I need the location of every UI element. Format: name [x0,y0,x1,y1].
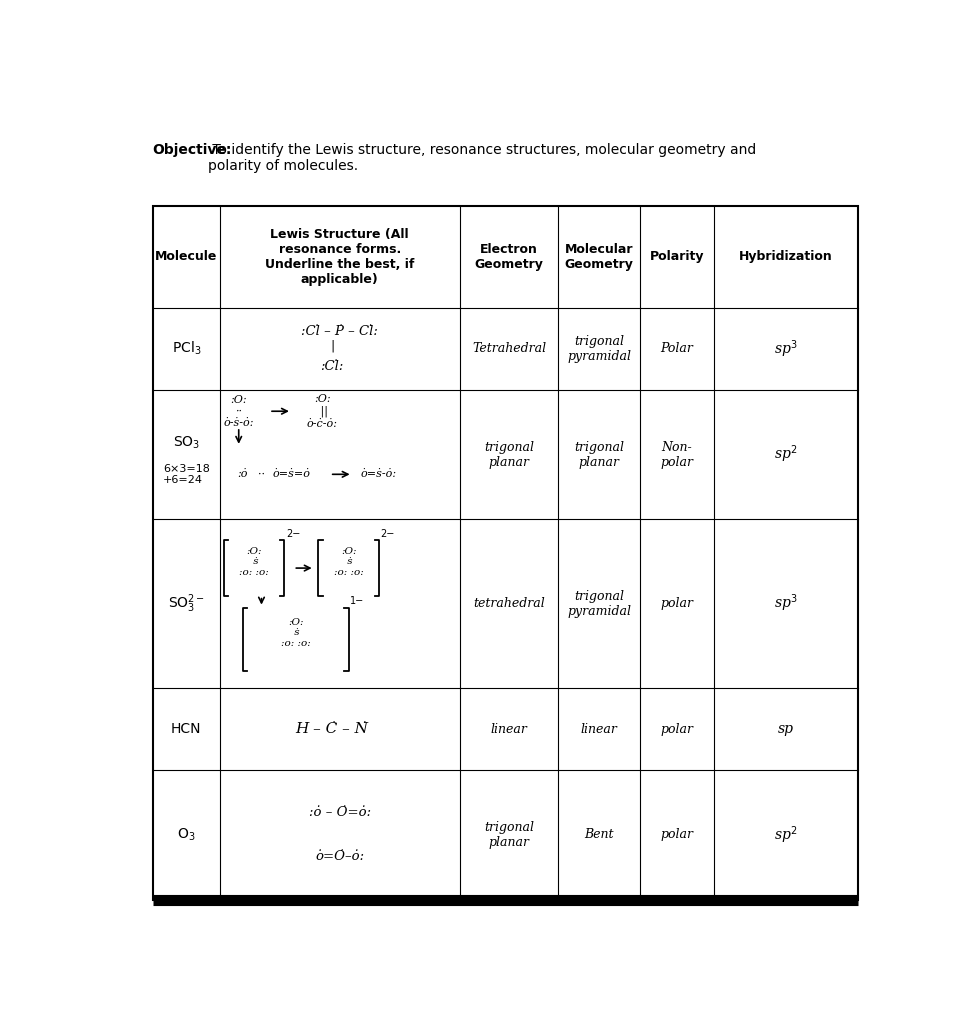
Text: To identify the Lewis structure, resonance structures, molecular geometry and
po: To identify the Lewis structure, resonan… [208,142,756,173]
Text: Polarity: Polarity [648,250,703,263]
Text: H – Ċ – Ṅ: H – Ċ – Ṅ [295,722,369,736]
Text: trigonal
planar: trigonal planar [483,440,534,469]
Text: |: | [330,340,333,353]
Text: polar: polar [659,828,692,842]
Text: ȯ=ṡ=ȯ: ȯ=ṡ=ȯ [273,469,311,479]
Text: trigonal
pyramidal: trigonal pyramidal [566,335,631,362]
Text: trigonal
planar: trigonal planar [573,440,623,469]
Text: :O:
 ṡ
:o: :o:: :O: ṡ :o: :o: [239,547,269,577]
Text: Hybridization: Hybridization [738,250,832,263]
Text: polar: polar [659,597,692,610]
Text: :ȯ: :ȯ [237,469,247,479]
Text: :Cl̇ – Ṗ – Cl̇:: :Cl̇ – Ṗ – Cl̇: [301,325,378,338]
Text: sp$^3$: sp$^3$ [774,338,797,359]
Text: Polar: Polar [659,342,692,355]
Text: Bent: Bent [584,828,613,842]
Text: 2−: 2− [380,529,394,539]
Text: :ȯ – Ȯ=ȯ:: :ȯ – Ȯ=ȯ: [308,806,371,819]
Text: :O:
 ||
ȯ-ċ-ȯ:: :O: || ȯ-ċ-ȯ: [306,394,337,429]
Text: Tetrahedral: Tetrahedral [471,342,546,355]
Text: Molecular
Geometry: Molecular Geometry [564,243,633,270]
Text: linear: linear [490,723,527,735]
Text: SO$_3^{2-}$: SO$_3^{2-}$ [167,592,204,614]
Text: HCN: HCN [171,722,201,736]
Text: SO$_3$: SO$_3$ [172,434,200,451]
Text: polar: polar [659,723,692,735]
Text: :O:
··
ȯ-ṡ-ȯ:: :O: ·· ȯ-ṡ-ȯ: [223,394,253,428]
Text: trigonal
planar: trigonal planar [483,821,534,849]
Text: trigonal
pyramidal: trigonal pyramidal [566,590,631,617]
Text: Electron
Geometry: Electron Geometry [474,243,543,270]
Text: tetrahedral: tetrahedral [472,597,545,610]
Text: :Cl̇:: :Cl̇: [320,359,343,373]
Text: sp$^2$: sp$^2$ [774,824,797,846]
Text: Non-
polar: Non- polar [659,440,692,469]
Text: sp$^3$: sp$^3$ [774,593,797,614]
Text: sp$^2$: sp$^2$ [774,443,797,465]
Text: :O:
 ṡ
:o: :o:: :O: ṡ :o: :o: [333,547,363,577]
Text: ··: ·· [258,469,265,479]
Text: ȯ=Ȯ–ȯ:: ȯ=Ȯ–ȯ: [315,850,364,863]
Text: :O:
 ṡ
:o: :o:: :O: ṡ :o: :o: [281,617,310,647]
Text: O$_3$: O$_3$ [177,826,196,843]
Text: sp: sp [778,722,793,736]
Text: 1−: 1− [350,596,364,606]
Text: PCl$_3$: PCl$_3$ [171,340,200,357]
Text: ȯ=ṡ-ȯ:: ȯ=ṡ-ȯ: [361,469,397,479]
Text: Objective:: Objective: [153,142,232,157]
Bar [153,206,858,899]
Text: 2−: 2− [286,529,300,539]
Text: 6×3=18
+6=24: 6×3=18 +6=24 [162,464,209,485]
Text: Molecule: Molecule [155,250,217,263]
Text: Lewis Structure (All
resonance forms.
Underline the best, if
applicable): Lewis Structure (All resonance forms. Un… [265,227,414,286]
Text: linear: linear [580,723,617,735]
